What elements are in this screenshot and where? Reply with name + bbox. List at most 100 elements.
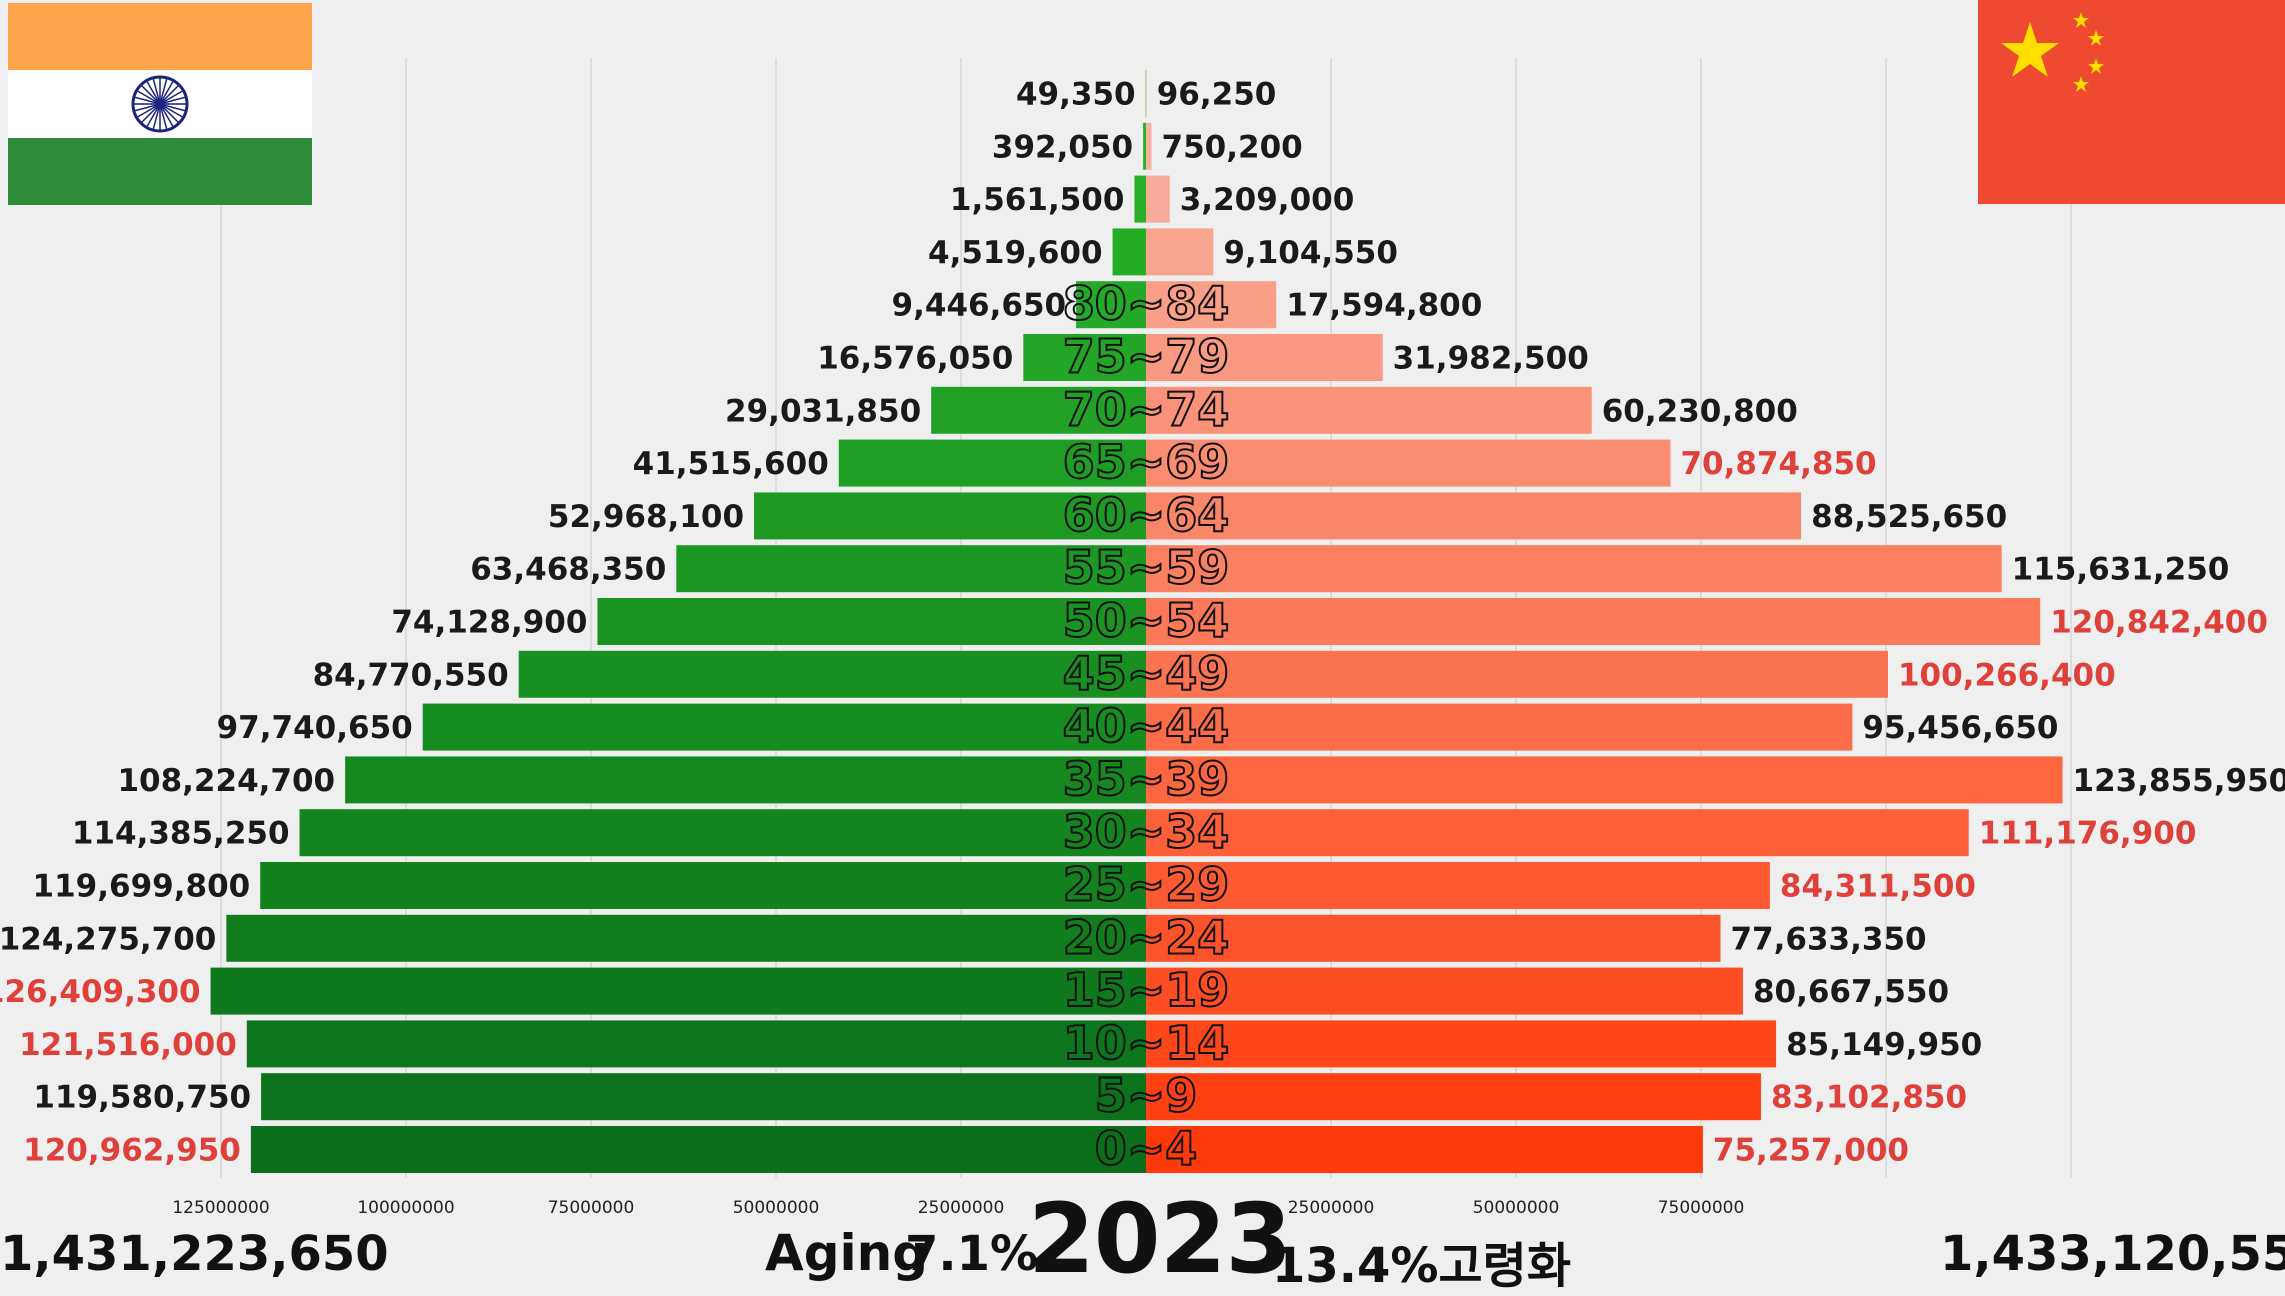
aging-label: Aging: [765, 1224, 928, 1282]
india-flag-icon: [8, 3, 312, 205]
value-label-left: 29,031,850: [725, 393, 921, 429]
age-group-label: 15~19: [1063, 963, 1230, 1017]
value-label-right: 84,311,500: [1780, 869, 1976, 905]
age-group-label: 30~34: [1063, 805, 1230, 859]
value-label-right: 75,257,000: [1713, 1133, 1909, 1169]
india-total-population: 1,431,223,650: [0, 1226, 389, 1282]
value-label-right: 115,631,250: [2012, 552, 2230, 588]
value-label-left: 108,224,700: [117, 763, 335, 799]
bar-left: [1143, 123, 1146, 170]
ashoka-chakra-icon: [133, 77, 187, 131]
value-label-right: 100,266,400: [1898, 657, 2116, 693]
bar-right: [1146, 704, 1852, 751]
value-label-right: 95,456,650: [1862, 710, 2058, 746]
bar-right: [1146, 70, 1147, 117]
age-group-label: 35~39: [1063, 752, 1230, 806]
bar-right: [1146, 651, 1888, 698]
bar-right: [1146, 1073, 1761, 1120]
x-tick-label: 75000000: [1658, 1198, 1745, 1218]
age-group-label: 70~74: [1063, 382, 1230, 436]
value-label-left: 41,515,600: [633, 446, 829, 482]
bar-right: [1146, 545, 2002, 592]
x-tick-label: 50000000: [1473, 1198, 1560, 1218]
value-label-left: 121,516,000: [19, 1027, 237, 1063]
x-axis-ticks: 125000000 100000000 75000000 50000000 250000…: [172, 1198, 1744, 1218]
age-group-label: 10~14: [1063, 1016, 1230, 1070]
value-label-left: 120,962,950: [23, 1133, 241, 1169]
bar-right: [1146, 598, 2040, 645]
value-label-right: 750,200: [1162, 129, 1303, 165]
age-group-label: 5~9: [1095, 1069, 1198, 1123]
value-label-right: 70,874,850: [1680, 446, 1876, 482]
bar-right: [1146, 809, 1969, 856]
age-group-label: 25~29: [1063, 858, 1230, 912]
value-label-left: 114,385,250: [72, 816, 290, 852]
bar-right: [1146, 756, 2063, 803]
age-group-label: 45~49: [1063, 646, 1230, 700]
bar-right: [1146, 915, 1720, 962]
india-aging-rate: 7.1%: [905, 1226, 1038, 1282]
bar-left: [261, 1073, 1146, 1120]
value-label-right: 83,102,850: [1771, 1080, 1967, 1116]
bar-left: [211, 968, 1146, 1015]
x-tick-label: 125000000: [172, 1198, 269, 1218]
value-label-left: 124,275,700: [0, 921, 216, 957]
value-label-left: 4,519,600: [928, 235, 1103, 271]
value-label-right: 3,209,000: [1180, 182, 1355, 218]
value-label-left: 74,128,900: [391, 605, 587, 641]
age-group-labels: 80~8475~7970~7465~6960~6455~5950~5445~49…: [1063, 277, 1230, 1176]
bar-left: [1134, 176, 1146, 223]
x-tick-label: 75000000: [548, 1198, 635, 1218]
value-label-left: 1,561,500: [950, 182, 1125, 218]
bar-right: [1146, 176, 1170, 223]
bar-left: [519, 651, 1146, 698]
value-label-right: 9,104,550: [1223, 235, 1398, 271]
bar-left: [1113, 228, 1146, 275]
value-label-right: 123,855,950: [2073, 763, 2285, 799]
bar-left: [260, 862, 1146, 909]
value-label-left: 97,740,650: [217, 710, 413, 746]
value-label-right: 88,525,650: [1811, 499, 2007, 535]
bar-left: [345, 756, 1146, 803]
x-tick-label: 100000000: [357, 1198, 454, 1218]
value-label-right: 111,176,900: [1979, 816, 2197, 852]
age-group-label: 0~4: [1095, 1122, 1198, 1176]
age-group-label: 80~84: [1063, 277, 1230, 331]
age-group-label: 55~59: [1063, 541, 1230, 595]
bar-right: [1146, 1020, 1776, 1067]
age-group-label: 20~24: [1063, 910, 1230, 964]
age-group-label: 65~69: [1063, 435, 1230, 489]
value-label-left: 84,770,550: [313, 657, 509, 693]
age-group-label: 60~64: [1063, 488, 1230, 542]
bar-left: [251, 1126, 1146, 1173]
value-label-right: 120,842,400: [2050, 605, 2268, 641]
x-tick-label: 25000000: [1288, 1198, 1375, 1218]
value-label-left: 63,468,350: [470, 552, 666, 588]
value-label-left: 9,446,650: [892, 288, 1067, 324]
value-label-right: 85,149,950: [1786, 1027, 1982, 1063]
bar-left: [226, 915, 1146, 962]
value-label-right: 80,667,550: [1753, 974, 1949, 1010]
age-group-label: 40~44: [1063, 699, 1230, 753]
value-label-left: 119,580,750: [33, 1080, 251, 1116]
bar-left: [247, 1020, 1146, 1067]
bar-right: [1146, 1126, 1703, 1173]
value-label-right: 77,633,350: [1730, 921, 1926, 957]
age-group-label: 75~79: [1063, 330, 1230, 384]
age-group-label: 50~54: [1063, 594, 1230, 648]
value-label-left: 392,050: [992, 129, 1133, 165]
value-label-left: 119,699,800: [33, 869, 251, 905]
bar-right: [1146, 492, 1801, 539]
year-label: 2023: [1028, 1183, 1291, 1295]
bar-left: [300, 809, 1146, 856]
value-label-left: 52,968,100: [548, 499, 744, 535]
value-label-right: 60,230,800: [1602, 393, 1798, 429]
x-tick-label: 25000000: [918, 1198, 1005, 1218]
china-flag-icon: [1978, 0, 2285, 204]
bar-left: [423, 704, 1146, 751]
bar-right: [1146, 228, 1213, 275]
value-label-left: 49,350: [1016, 77, 1136, 113]
bar-right: [1146, 123, 1152, 170]
bar-right: [1146, 968, 1743, 1015]
